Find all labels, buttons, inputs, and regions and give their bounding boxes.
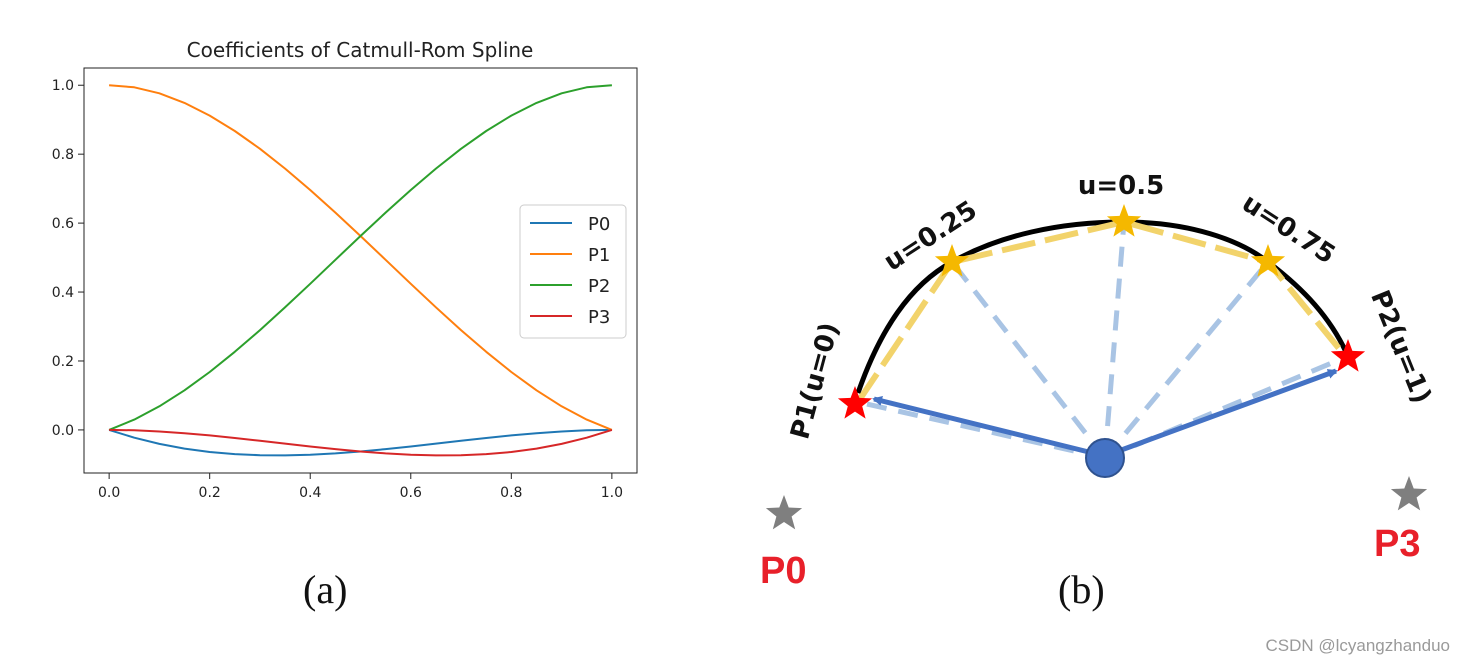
legend-label-p2: P2 xyxy=(588,276,610,297)
star-u05 xyxy=(1106,204,1142,237)
star-u075 xyxy=(1250,244,1286,277)
star-p0 xyxy=(765,495,803,530)
plot-area: 0.0 0.2 0.4 0.6 0.8 1.0 0.0 0.2 0.4 0.6 0.8 1.0 xyxy=(52,67,638,501)
chord-polyline xyxy=(855,218,1349,404)
label-u05: u=0.5 xyxy=(1078,171,1164,201)
star-u025 xyxy=(934,244,970,277)
ray-to-p1 xyxy=(857,399,1106,461)
label-p1: P1(u=0) xyxy=(785,319,845,442)
label-p0: P0 xyxy=(760,550,806,592)
x-tick-label: 1.0 xyxy=(601,485,623,501)
series-line-p2 xyxy=(108,84,612,431)
caption-a: (a) xyxy=(303,567,348,612)
chart-panel-a: Coefficients of Catmull-Rom Spline 0.0 0.… xyxy=(52,38,638,501)
y-tick-label: 0.0 xyxy=(52,423,74,439)
ray-to-u075 xyxy=(1103,260,1270,460)
label-u075: u=0.75 xyxy=(1236,188,1340,270)
star-p3 xyxy=(1390,476,1428,511)
legend-box xyxy=(519,204,627,339)
x-tick-label: 0.2 xyxy=(199,485,221,501)
x-tick-label: 0.6 xyxy=(400,485,422,501)
y-tick-label: 0.6 xyxy=(52,216,74,232)
x-tick-label: 0.4 xyxy=(299,485,321,501)
x-tick-label: 0.0 xyxy=(98,485,120,501)
legend-label-p0: P0 xyxy=(588,214,610,235)
y-tick-label: 0.2 xyxy=(52,354,74,370)
star-p1 xyxy=(837,386,873,419)
ray-to-u05 xyxy=(1102,221,1127,459)
star-p2 xyxy=(1330,339,1366,372)
arrow-to-p2 xyxy=(1104,368,1338,459)
diagram-panel-b: u=0.25 u=0.5 u=0.75 P1(u=0) P2(u=1) P0 P… xyxy=(760,171,1437,592)
ray-to-u025 xyxy=(950,260,1107,460)
legend-label-p3: P3 xyxy=(588,307,610,328)
label-p3: P3 xyxy=(1374,523,1420,565)
watermark: CSDN @lcyangzhanduo xyxy=(1265,636,1450,655)
label-p2: P2(u=1) xyxy=(1364,286,1437,408)
y-tick-label: 0.8 xyxy=(52,147,74,163)
legend-label-p1: P1 xyxy=(588,245,610,266)
center-point xyxy=(1085,438,1125,478)
chart-title: Coefficients of Catmull-Rom Spline xyxy=(187,38,534,62)
series-line-p3 xyxy=(109,428,613,457)
x-tick-label: 0.8 xyxy=(500,485,522,501)
label-u025: u=0.25 xyxy=(879,195,983,277)
arrow-to-p1 xyxy=(872,396,1106,459)
caption-b: (b) xyxy=(1058,567,1105,612)
y-tick-label: 0.4 xyxy=(52,285,74,301)
axes-frame xyxy=(83,67,638,474)
y-tick-label: 1.0 xyxy=(52,78,74,94)
legend: P0 P1 P2 P3 xyxy=(519,204,627,339)
